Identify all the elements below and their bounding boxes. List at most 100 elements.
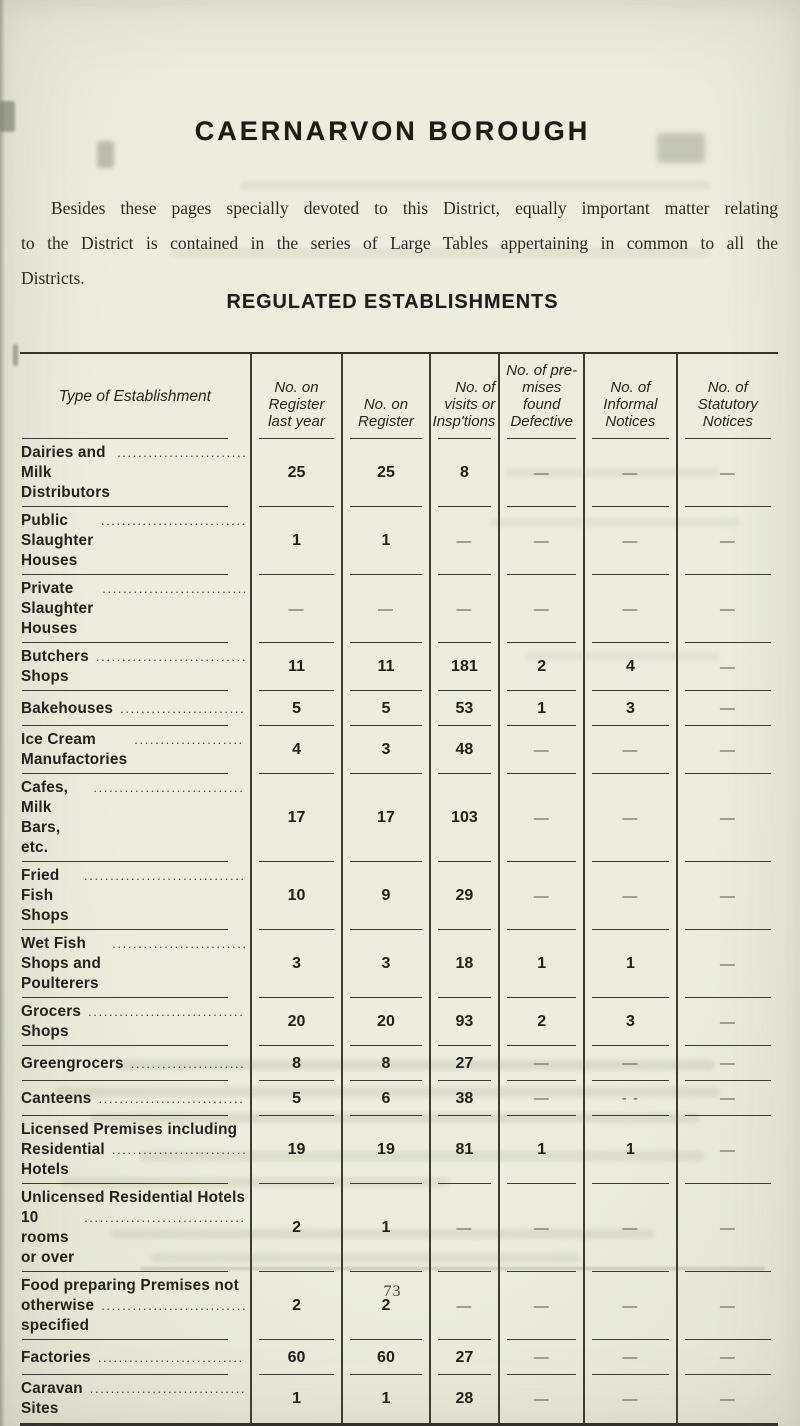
establishment-type-label: Wet Fish Shops and Poulterers: [21, 935, 101, 992]
table-value-cell: —: [583, 1340, 676, 1375]
table-row: Food preparing Premises not otherwise spe…: [20, 1272, 778, 1340]
table-value-cell: 2: [498, 643, 584, 691]
table-value-cell: —: [498, 1340, 584, 1375]
establishment-type-label: Dairies and Milk Distributors: [21, 444, 111, 501]
table-value-cell: —: [583, 507, 676, 575]
table-value-cell: 3: [583, 691, 676, 726]
table-value-cell: —: [675, 726, 778, 774]
table-value-cell: 60: [341, 1340, 429, 1375]
table-value-cell: 19: [341, 1116, 429, 1184]
table-value-cell: 1: [583, 930, 676, 998]
table-value-cell: —: [498, 1272, 584, 1340]
table-value-cell: 1: [498, 691, 584, 726]
dot-leader: [131, 1054, 245, 1074]
table-value-cell: 4: [583, 643, 676, 691]
section-heading: REGULATED ESTABLISHMENTS: [226, 290, 559, 313]
table-value-cell: —: [498, 1046, 584, 1081]
table-value-cell: 19: [249, 1116, 342, 1184]
column-header: No. of Statutory Notices: [675, 354, 778, 439]
dot-leader: [134, 730, 244, 750]
table-value-cell: 8: [249, 1046, 342, 1081]
establishment-type-label: Cafes, Milk Bars, etc.: [21, 779, 69, 856]
dot-leader: [120, 699, 245, 719]
table-value-cell: 18: [428, 930, 499, 998]
dot-leader: [96, 647, 245, 667]
table-value-cell: —: [583, 774, 676, 862]
table-value-cell: —: [498, 862, 584, 930]
table-value-cell: —: [583, 1272, 676, 1340]
table-value-cell: 1: [249, 507, 342, 575]
establishment-type-cell: Public Slaughter Houses: [20, 507, 250, 575]
establishment-type-cell: Factories: [20, 1340, 250, 1375]
table-value-cell: 25: [341, 439, 429, 507]
table-value-cell: —: [675, 1046, 778, 1081]
table-value-cell: 1: [341, 1375, 428, 1423]
table-value-cell: 1: [498, 930, 584, 998]
establishment-type-label: Canteens: [21, 1089, 92, 1107]
table-value-cell: —: [675, 998, 778, 1046]
table-value-cell: 1: [341, 507, 429, 575]
dot-leader: [93, 778, 244, 798]
establishment-type-label: Public Slaughter Houses: [21, 512, 94, 569]
dot-leader: [98, 1348, 245, 1368]
ink-smudge: [13, 344, 18, 366]
table-value-cell: 81: [428, 1116, 499, 1184]
table-value-cell: 27: [428, 1340, 499, 1375]
table-value-cell: 181: [428, 643, 499, 691]
table-value-cell: 38: [428, 1081, 499, 1116]
table-value-cell: —: [675, 774, 778, 862]
establishment-type-label: Grocers Shops: [21, 1003, 82, 1040]
table-value-cell: —: [583, 439, 676, 507]
dot-leader: [84, 1208, 245, 1228]
table-value-cell: 10: [249, 862, 342, 930]
dot-leader: [98, 1089, 244, 1109]
table-value-cell: —: [675, 1081, 778, 1116]
establishment-type-cell: Bakehouses: [20, 691, 250, 726]
table-row: Wet Fish Shops and Poulterers331811—: [20, 930, 778, 998]
table-value-cell: 1: [498, 1116, 584, 1184]
table-value-cell: 5: [249, 691, 342, 726]
table-row: Unlicensed Residential Hotels 10 rooms or…: [20, 1184, 778, 1272]
page-number: 73: [383, 1283, 402, 1300]
establishment-type-label: Caravan Sites: [21, 1380, 83, 1417]
table-value-cell: 3: [583, 998, 676, 1046]
dot-leader: [112, 934, 245, 954]
establishment-type-cell: Cafes, Milk Bars, etc.: [20, 774, 250, 862]
table-value-cell: —: [498, 439, 584, 507]
table-value-cell: —: [675, 507, 778, 575]
table-value-cell: 17: [249, 774, 342, 862]
establishment-type-label: Bakehouses: [21, 699, 114, 717]
table-value-cell: 17: [341, 774, 429, 862]
table-row: Greengrocers8827———: [20, 1046, 778, 1081]
intro-line: Districts.: [21, 268, 85, 288]
establishment-type-cell: Private Slaughter Houses: [20, 575, 250, 643]
establishment-type-label: Licensed Premises including: [21, 1121, 238, 1138]
table-value-cell: 48: [428, 726, 499, 774]
dot-leader: [84, 866, 245, 886]
intro-line: Besides these pages specially devoted to…: [51, 198, 778, 218]
table-value-cell: —: [583, 1184, 676, 1272]
table-row: Canteens5638—- -—: [20, 1081, 778, 1116]
table-value-cell: 93: [428, 998, 499, 1046]
table-value-cell: 60: [249, 1340, 342, 1375]
table-value-cell: 27: [428, 1046, 499, 1081]
table-value-cell: —: [675, 930, 778, 998]
table-value-cell: —: [583, 1046, 676, 1081]
establishment-type-label: Butchers Shops: [21, 648, 89, 685]
column-header: No. of Informal Notices: [583, 354, 676, 439]
column-header: No. of pre-mises found Defective: [498, 354, 584, 439]
table-value-cell: 6: [341, 1081, 429, 1116]
table-value-cell: —: [675, 575, 778, 643]
table-value-cell: —: [498, 507, 584, 575]
establishment-type-label: Food preparing Premises not: [21, 1277, 239, 1294]
table-value-cell: —: [428, 1272, 499, 1340]
table-value-cell: —: [675, 1340, 778, 1375]
intro-paragraph: Besides these pages specially devoted to…: [21, 191, 778, 296]
table-value-cell: —: [498, 575, 584, 643]
table-value-cell: 25: [249, 439, 342, 507]
table-row: Grocers Shops20209323—: [20, 998, 778, 1046]
table-value-cell: 3: [249, 930, 342, 998]
column-header: Type of Establishment: [20, 354, 250, 439]
table-value-cell: —: [583, 726, 676, 774]
table-row: Private Slaughter Houses——————: [20, 575, 778, 643]
